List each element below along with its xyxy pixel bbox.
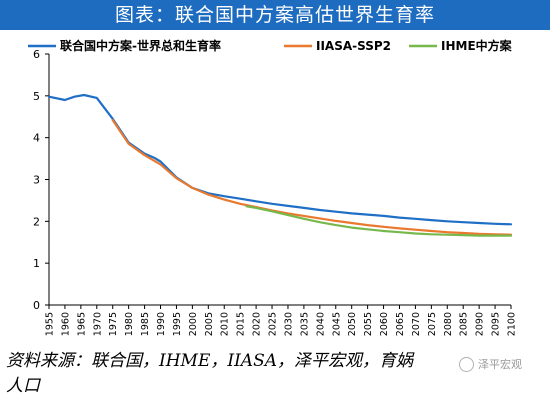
x-tick-label: 2080 [443,312,454,336]
x-tick-label: 2060 [379,312,390,336]
source-note: 资料来源：联合国，IHME，IIASA，泽平宏观，育娲人口 [6,351,413,396]
series-line-2 [111,118,513,236]
x-tick-label: 1970 [92,312,103,336]
y-tick-label: 5 [33,90,40,103]
legend-label-2: IIASA-SSP2 [316,39,391,53]
legend-label-1: 联合国中方案-世界总和生育率 [60,38,221,53]
y-tick-label: 6 [33,48,40,61]
x-tick-label: 2085 [459,312,470,336]
x-tick-label: 2070 [411,312,422,336]
wechat-icon [459,356,474,372]
x-tick-label: 2000 [188,312,199,336]
line-chart: 0 1 2 3 4 5 6 1955 1960 1965 1970 1975 1980 1985 1990 1… [28,38,518,336]
x-tick-label: 2040 [315,312,326,336]
watermark: 泽平宏观 [459,356,522,372]
x-tick-label: 2030 [283,312,294,336]
x-tick-label: 1985 [140,312,151,336]
x-tick-label: 1995 [172,312,183,336]
x-tick-label: 1955 [45,312,56,336]
watermark-text: 泽平宏观 [478,358,522,371]
x-tick-label: 1980 [124,312,135,336]
x-tick-label: 2025 [268,312,279,336]
x-tick-label: 1960 [60,312,71,336]
chart-title: 图表：联合国中方案高估世界生育率 [0,0,550,30]
x-tick-label: 2100 [507,312,518,336]
x-tick-label: 2050 [347,312,358,336]
x-tick-label: 2095 [491,312,502,336]
x-tick-label: 1965 [76,312,87,336]
x-tick-label: 2035 [299,312,310,336]
y-tick-label: 0 [33,299,40,312]
legend-label-3: IHME中方案 [441,38,513,53]
x-tick-label: 1975 [108,312,119,336]
x-tick-label: 2065 [395,312,406,336]
x-tick-label: 2075 [427,312,438,336]
y-tick-label: 4 [33,132,40,145]
x-tick-label: 2010 [220,312,231,336]
x-tick-label: 2005 [204,312,215,336]
y-tick-label: 1 [33,257,40,270]
x-tick-label: 2015 [236,312,247,336]
x-tick-label: 2045 [331,312,342,336]
series-line-1 [47,93,513,226]
y-tick-label: 3 [33,174,40,187]
x-tick-label: 2090 [475,312,486,336]
series-line-3 [245,205,513,237]
x-tick-label: 2020 [252,312,263,336]
x-tick-label: 2055 [363,312,374,336]
y-tick-label: 2 [33,215,40,228]
x-tick-label: 1990 [156,312,167,336]
